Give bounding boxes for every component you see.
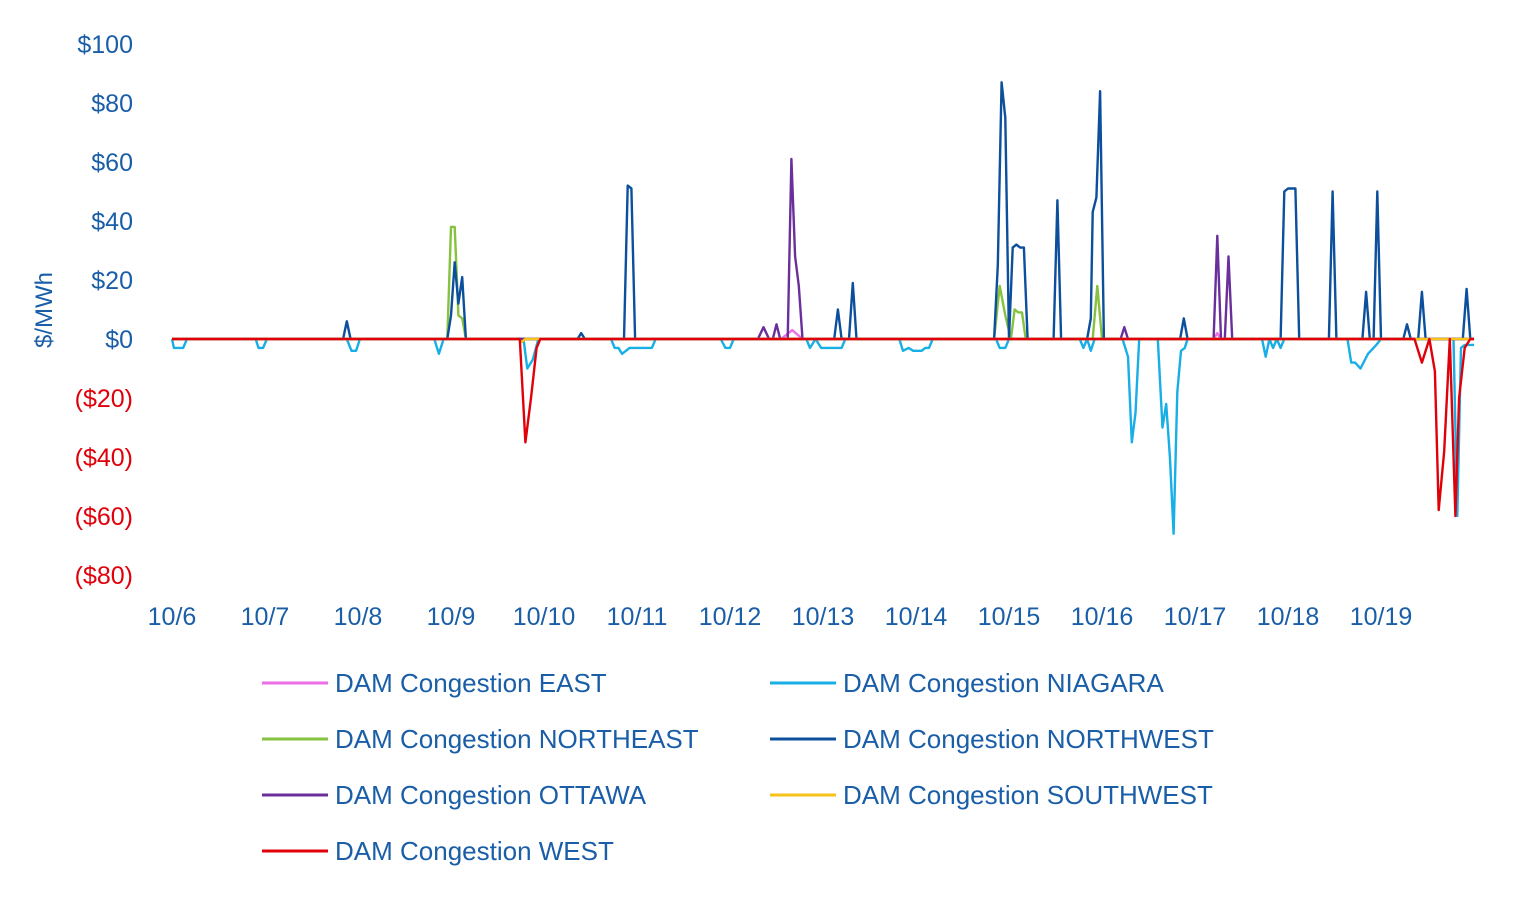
legend-item-dam-congestion-niagara: DAM Congestion NIAGARA xyxy=(770,668,1164,698)
legend-item-dam-congestion-northeast: DAM Congestion NORTHEAST xyxy=(262,724,699,754)
x-tick-label: 10/10 xyxy=(513,603,576,631)
legend-label: DAM Congestion NIAGARA xyxy=(843,668,1164,698)
legend-label: DAM Congestion NORTHEAST xyxy=(335,724,699,754)
x-tick-label: 10/11 xyxy=(607,603,668,631)
x-tick-label: 10/14 xyxy=(885,603,948,631)
x-tick-label: 10/17 xyxy=(1164,603,1227,631)
x-tick-label: 10/15 xyxy=(978,603,1041,631)
x-tick-label: 10/18 xyxy=(1257,603,1320,631)
x-tick-label: 10/6 xyxy=(148,603,197,631)
legend-item-dam-congestion-northwest: DAM Congestion NORTHWEST xyxy=(770,724,1214,754)
y-axis-label: $/MWh xyxy=(31,272,58,348)
legend-item-dam-congestion-east: DAM Congestion EAST xyxy=(262,668,607,698)
series-line-dam-congestion-northeast xyxy=(172,225,1474,341)
y-axis-ticks: $100 $80 $60 $40 $20 $0 ($20) ($40) ($60) ($80) xyxy=(75,31,133,590)
x-axis-ticks: 10/6 10/7 10/8 10/9 10/10 10/11 10/12 10/13 10/1… xyxy=(148,603,1413,631)
legend-label: DAM Congestion SOUTHWEST xyxy=(843,780,1213,810)
y-tick-label: ($80) xyxy=(75,562,133,590)
legend: DAM Congestion EAST DAM Congestion NIAGAR… xyxy=(262,668,1214,866)
y-tick-label: $80 xyxy=(91,90,133,118)
y-tick-label: ($40) xyxy=(75,444,133,472)
x-tick-label: 10/16 xyxy=(1071,603,1134,631)
series-line-dam-congestion-niagara xyxy=(170,337,1474,535)
y-tick-label: $0 xyxy=(105,326,133,354)
x-tick-label: 10/7 xyxy=(241,603,290,631)
series-line-dam-congestion-northwest xyxy=(172,81,1474,341)
legend-label: DAM Congestion WEST xyxy=(335,836,614,866)
plot-area xyxy=(170,81,1474,535)
y-tick-label: $20 xyxy=(91,267,133,295)
legend-label: DAM Congestion EAST xyxy=(335,668,607,698)
y-tick-label: ($20) xyxy=(75,385,133,413)
y-tick-label: $100 xyxy=(77,31,133,59)
x-tick-label: 10/8 xyxy=(334,603,383,631)
y-tick-label: ($60) xyxy=(75,503,133,531)
legend-label: DAM Congestion OTTAWA xyxy=(335,780,647,810)
legend-item-dam-congestion-ottawa: DAM Congestion OTTAWA xyxy=(262,780,647,810)
x-tick-label: 10/12 xyxy=(699,603,762,631)
x-tick-label: 10/9 xyxy=(427,603,476,631)
legend-item-dam-congestion-southwest: DAM Congestion SOUTHWEST xyxy=(770,780,1213,810)
series-line-dam-congestion-west xyxy=(172,337,1474,518)
y-tick-label: $60 xyxy=(91,149,133,177)
x-tick-label: 10/19 xyxy=(1350,603,1413,631)
legend-item-dam-congestion-west: DAM Congestion WEST xyxy=(262,836,614,866)
x-tick-label: 10/13 xyxy=(792,603,855,631)
series-line-dam-congestion-east xyxy=(172,328,1474,341)
y-tick-label: $40 xyxy=(91,208,133,236)
legend-label: DAM Congestion NORTHWEST xyxy=(843,724,1214,754)
series-line-dam-congestion-ottawa xyxy=(172,157,1474,341)
